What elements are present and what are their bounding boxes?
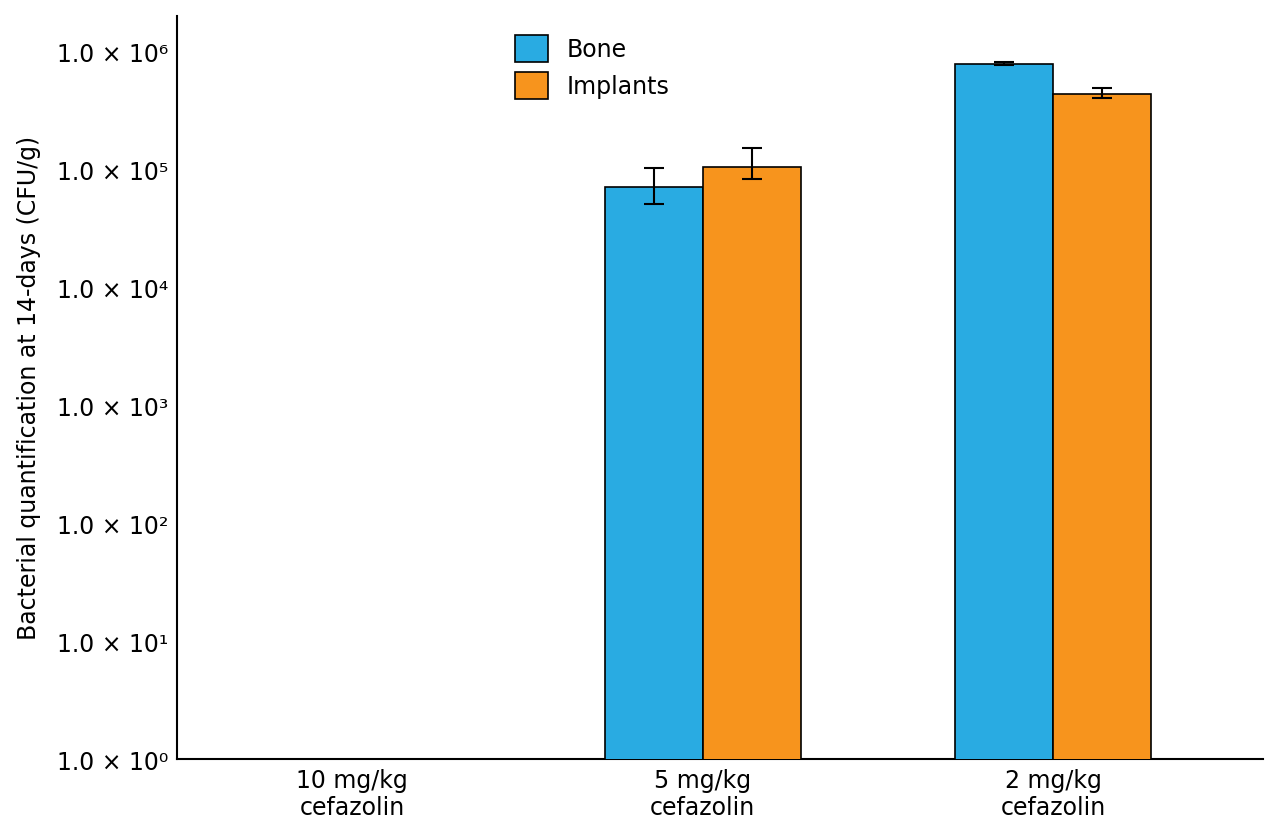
Bar: [1053, 95, 1151, 836]
Bar: [703, 167, 801, 836]
Legend: Bone, Implants: Bone, Implants: [515, 36, 669, 99]
Y-axis label: Bacterial quantification at 14-days (CFU/g): Bacterial quantification at 14-days (CFU…: [17, 136, 41, 640]
Bar: [604, 188, 703, 836]
Bar: [955, 65, 1053, 836]
